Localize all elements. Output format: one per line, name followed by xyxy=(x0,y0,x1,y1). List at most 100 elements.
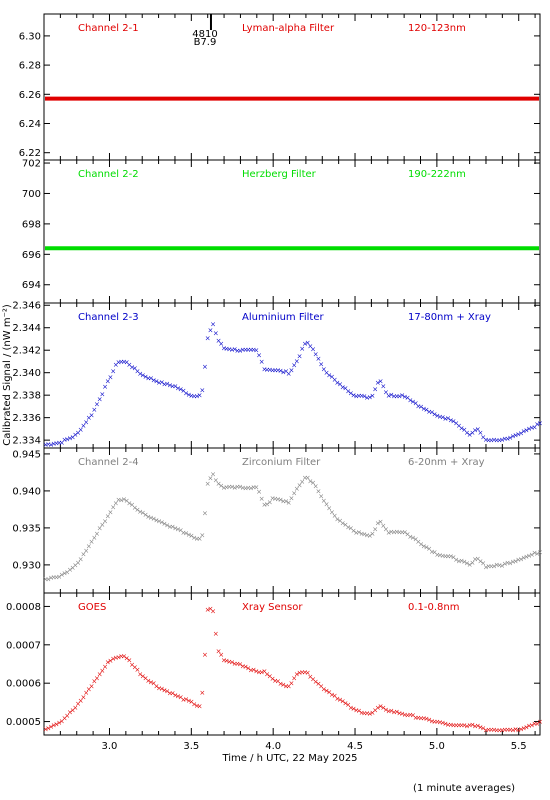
data-point: × xyxy=(488,563,494,571)
data-point: × xyxy=(108,509,114,517)
data-point: × xyxy=(302,474,308,482)
data-point: × xyxy=(129,661,135,669)
data-point: × xyxy=(283,683,289,691)
data-point: × xyxy=(108,657,114,665)
data-point: × xyxy=(243,484,249,492)
data-point: × xyxy=(253,484,259,492)
data-point: × xyxy=(248,666,254,674)
data-point: × xyxy=(442,415,448,423)
data-point: × xyxy=(89,682,95,690)
data-point: × xyxy=(259,669,265,677)
data-point: × xyxy=(397,393,403,401)
data-point: × xyxy=(126,499,132,507)
data-point: × xyxy=(191,534,197,542)
data-point: × xyxy=(351,527,357,535)
data-point: × xyxy=(424,406,430,414)
y-tick-label: 6.22 xyxy=(19,148,41,159)
data-point: × xyxy=(510,726,516,734)
data-point: × xyxy=(70,564,76,572)
data-point: × xyxy=(343,699,349,707)
data-point: × xyxy=(194,702,200,710)
data-point: × xyxy=(413,714,419,722)
data-point: × xyxy=(402,529,408,537)
data-point: × xyxy=(99,390,105,398)
data-point: × xyxy=(461,558,467,566)
data-point: × xyxy=(245,665,251,673)
data-point: × xyxy=(256,669,262,677)
data-point: × xyxy=(534,550,540,558)
data-point: × xyxy=(324,687,330,695)
data-point: × xyxy=(59,439,65,447)
data-point: × xyxy=(183,530,189,538)
data-point: × xyxy=(159,685,165,693)
data-point: × xyxy=(116,358,122,366)
data-point: × xyxy=(113,361,119,369)
data-point: × xyxy=(89,538,95,546)
data-point: × xyxy=(210,470,216,478)
data-point: × xyxy=(394,392,400,400)
data-point: × xyxy=(67,566,73,574)
data-point: × xyxy=(515,430,521,438)
data-point: × xyxy=(399,529,405,537)
data-point: × xyxy=(359,530,365,538)
data-point: × xyxy=(191,392,197,400)
y-tick-label: 6.24 xyxy=(19,119,41,130)
channel-label: Channel 2-2 xyxy=(78,169,139,180)
y-tick-label: 2.338 xyxy=(12,391,41,402)
data-point: × xyxy=(135,666,141,674)
data-point: × xyxy=(415,402,421,410)
data-point: × xyxy=(334,695,340,703)
data-point: × xyxy=(426,545,432,553)
data-point: × xyxy=(351,705,357,713)
data-point: × xyxy=(507,434,513,442)
y-tick-label: 6.26 xyxy=(19,90,41,101)
data-point: × xyxy=(180,387,186,395)
data-point: × xyxy=(294,485,300,493)
data-point: × xyxy=(486,726,492,734)
data-point: × xyxy=(440,414,446,422)
data-point: × xyxy=(364,531,370,539)
data-point: × xyxy=(172,691,178,699)
data-point: × xyxy=(121,496,127,504)
data-point: × xyxy=(221,344,227,352)
data-point: × xyxy=(302,669,308,677)
data-point: × xyxy=(89,411,95,419)
data-point: × xyxy=(375,379,381,387)
data-point: × xyxy=(229,346,235,354)
data-point: × xyxy=(54,440,60,448)
data-point: × xyxy=(380,383,386,391)
data-point: × xyxy=(532,720,538,728)
x-tick-label: 3.0 xyxy=(102,741,118,752)
data-point: × xyxy=(448,553,454,561)
data-point: × xyxy=(518,555,524,563)
data-point: × xyxy=(229,483,235,491)
data-point: × xyxy=(472,556,478,564)
data-point: × xyxy=(170,382,176,390)
data-point: × xyxy=(537,548,543,556)
data-point: × xyxy=(264,501,270,509)
data-point: × xyxy=(156,685,162,693)
data-point: × xyxy=(475,555,481,563)
data-point: × xyxy=(529,551,535,559)
data-point: × xyxy=(259,358,265,366)
data-point: × xyxy=(472,427,478,435)
data-point: × xyxy=(361,531,367,539)
data-point: × xyxy=(394,528,400,536)
data-point: × xyxy=(116,653,122,661)
data-point: × xyxy=(129,364,135,372)
data-point: × xyxy=(91,406,97,414)
data-point: × xyxy=(434,551,440,559)
data-point: × xyxy=(332,376,338,384)
data-point: × xyxy=(135,506,141,514)
data-point: × xyxy=(310,676,316,684)
data-point: × xyxy=(521,428,527,436)
y-tick-label: 2.340 xyxy=(12,368,41,379)
data-point: × xyxy=(451,553,457,561)
data-point: × xyxy=(81,550,87,558)
data-point: × xyxy=(283,368,289,376)
data-point: × xyxy=(448,721,454,729)
data-point: × xyxy=(151,376,157,384)
data-point: × xyxy=(67,709,73,717)
data-point: × xyxy=(399,391,405,399)
data-point: × xyxy=(62,569,68,577)
